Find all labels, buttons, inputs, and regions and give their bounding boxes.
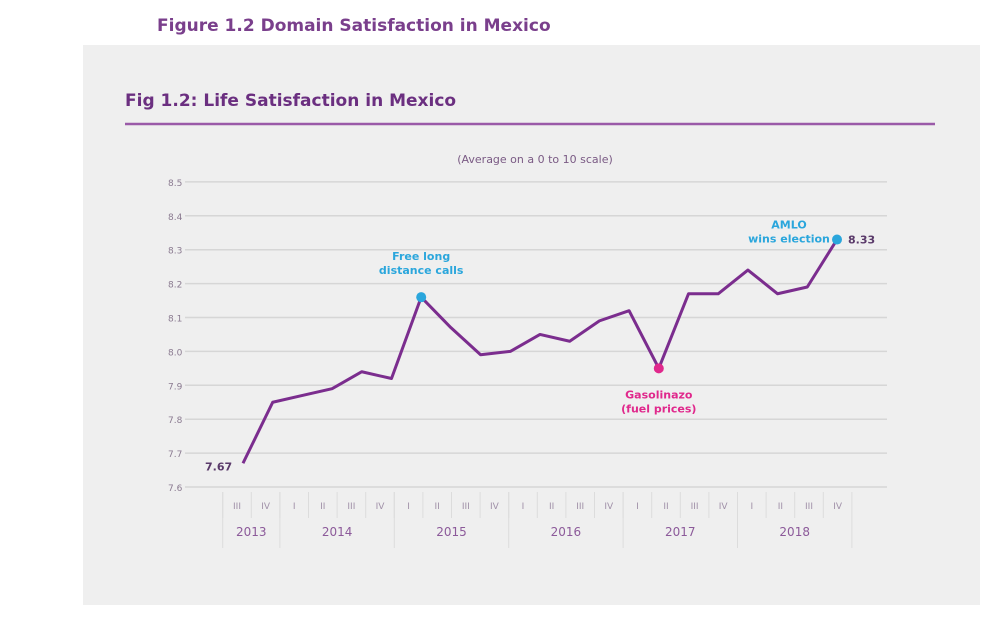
x-year-label: 2014 <box>322 525 353 539</box>
x-quarter-label: I <box>293 502 296 512</box>
x-quarter-label: III <box>462 502 470 512</box>
x-quarter-label: II <box>320 502 325 512</box>
x-quarter-label: IV <box>490 502 500 512</box>
x-quarter-label: II <box>549 502 554 512</box>
annotation-label: distance calls <box>379 264 464 277</box>
chart-panel <box>83 45 980 605</box>
first-value-label: 7.67 <box>205 460 232 473</box>
y-tick-label: 7.6 <box>168 484 183 494</box>
x-quarter-label: IV <box>604 502 614 512</box>
last-value-label: 8.33 <box>848 234 875 247</box>
chart-title: Fig 1.2: Life Satisfaction in Mexico <box>125 91 456 111</box>
x-year-label: 2015 <box>436 525 467 539</box>
x-quarter-label: IV <box>376 502 386 512</box>
x-quarter-label: IV <box>719 502 729 512</box>
chart-subtitle: (Average on a 0 to 10 scale) <box>457 153 613 166</box>
x-year-label: 2017 <box>665 525 696 539</box>
x-quarter-label: III <box>233 502 241 512</box>
x-year-label: 2016 <box>551 525 582 539</box>
y-tick-label: 8.1 <box>168 315 182 325</box>
annotation-label: AMLO <box>771 219 806 232</box>
annotation-label: Gasolinazo <box>625 388 693 401</box>
x-quarter-label: II <box>663 502 668 512</box>
annotation-marker <box>416 292 427 303</box>
x-quarter-label: III <box>347 502 355 512</box>
annotation-label: Free long <box>392 250 450 263</box>
x-quarter-label: IV <box>833 502 843 512</box>
page-heading: Figure 1.2 Domain Satisfaction in Mexico <box>157 16 551 36</box>
y-tick-label: 8.4 <box>168 213 183 223</box>
annotation-marker <box>653 363 664 374</box>
x-quarter-label: II <box>778 502 783 512</box>
x-quarter-label: IV <box>261 502 271 512</box>
x-quarter-label: I <box>407 502 410 512</box>
annotation-label: (fuel prices) <box>621 402 696 415</box>
x-quarter-label: III <box>576 502 584 512</box>
x-quarter-label: I <box>750 502 753 512</box>
y-tick-label: 8.2 <box>168 281 182 291</box>
x-quarter-label: I <box>522 502 525 512</box>
x-quarter-label: I <box>636 502 639 512</box>
x-quarter-label: III <box>805 502 813 512</box>
y-tick-label: 7.7 <box>168 450 182 460</box>
annotation-marker <box>832 234 842 245</box>
y-tick-label: 8.3 <box>168 247 182 257</box>
y-tick-label: 8.5 <box>168 179 182 189</box>
x-quarter-label: III <box>691 502 699 512</box>
y-tick-label: 7.9 <box>168 382 183 392</box>
x-year-label: 2013 <box>236 525 267 539</box>
x-quarter-label: II <box>435 502 440 512</box>
x-year-label: 2018 <box>779 525 810 539</box>
y-tick-label: 7.8 <box>168 416 183 426</box>
annotation-label: wins election <box>748 233 830 246</box>
y-tick-label: 8.0 <box>168 348 183 358</box>
